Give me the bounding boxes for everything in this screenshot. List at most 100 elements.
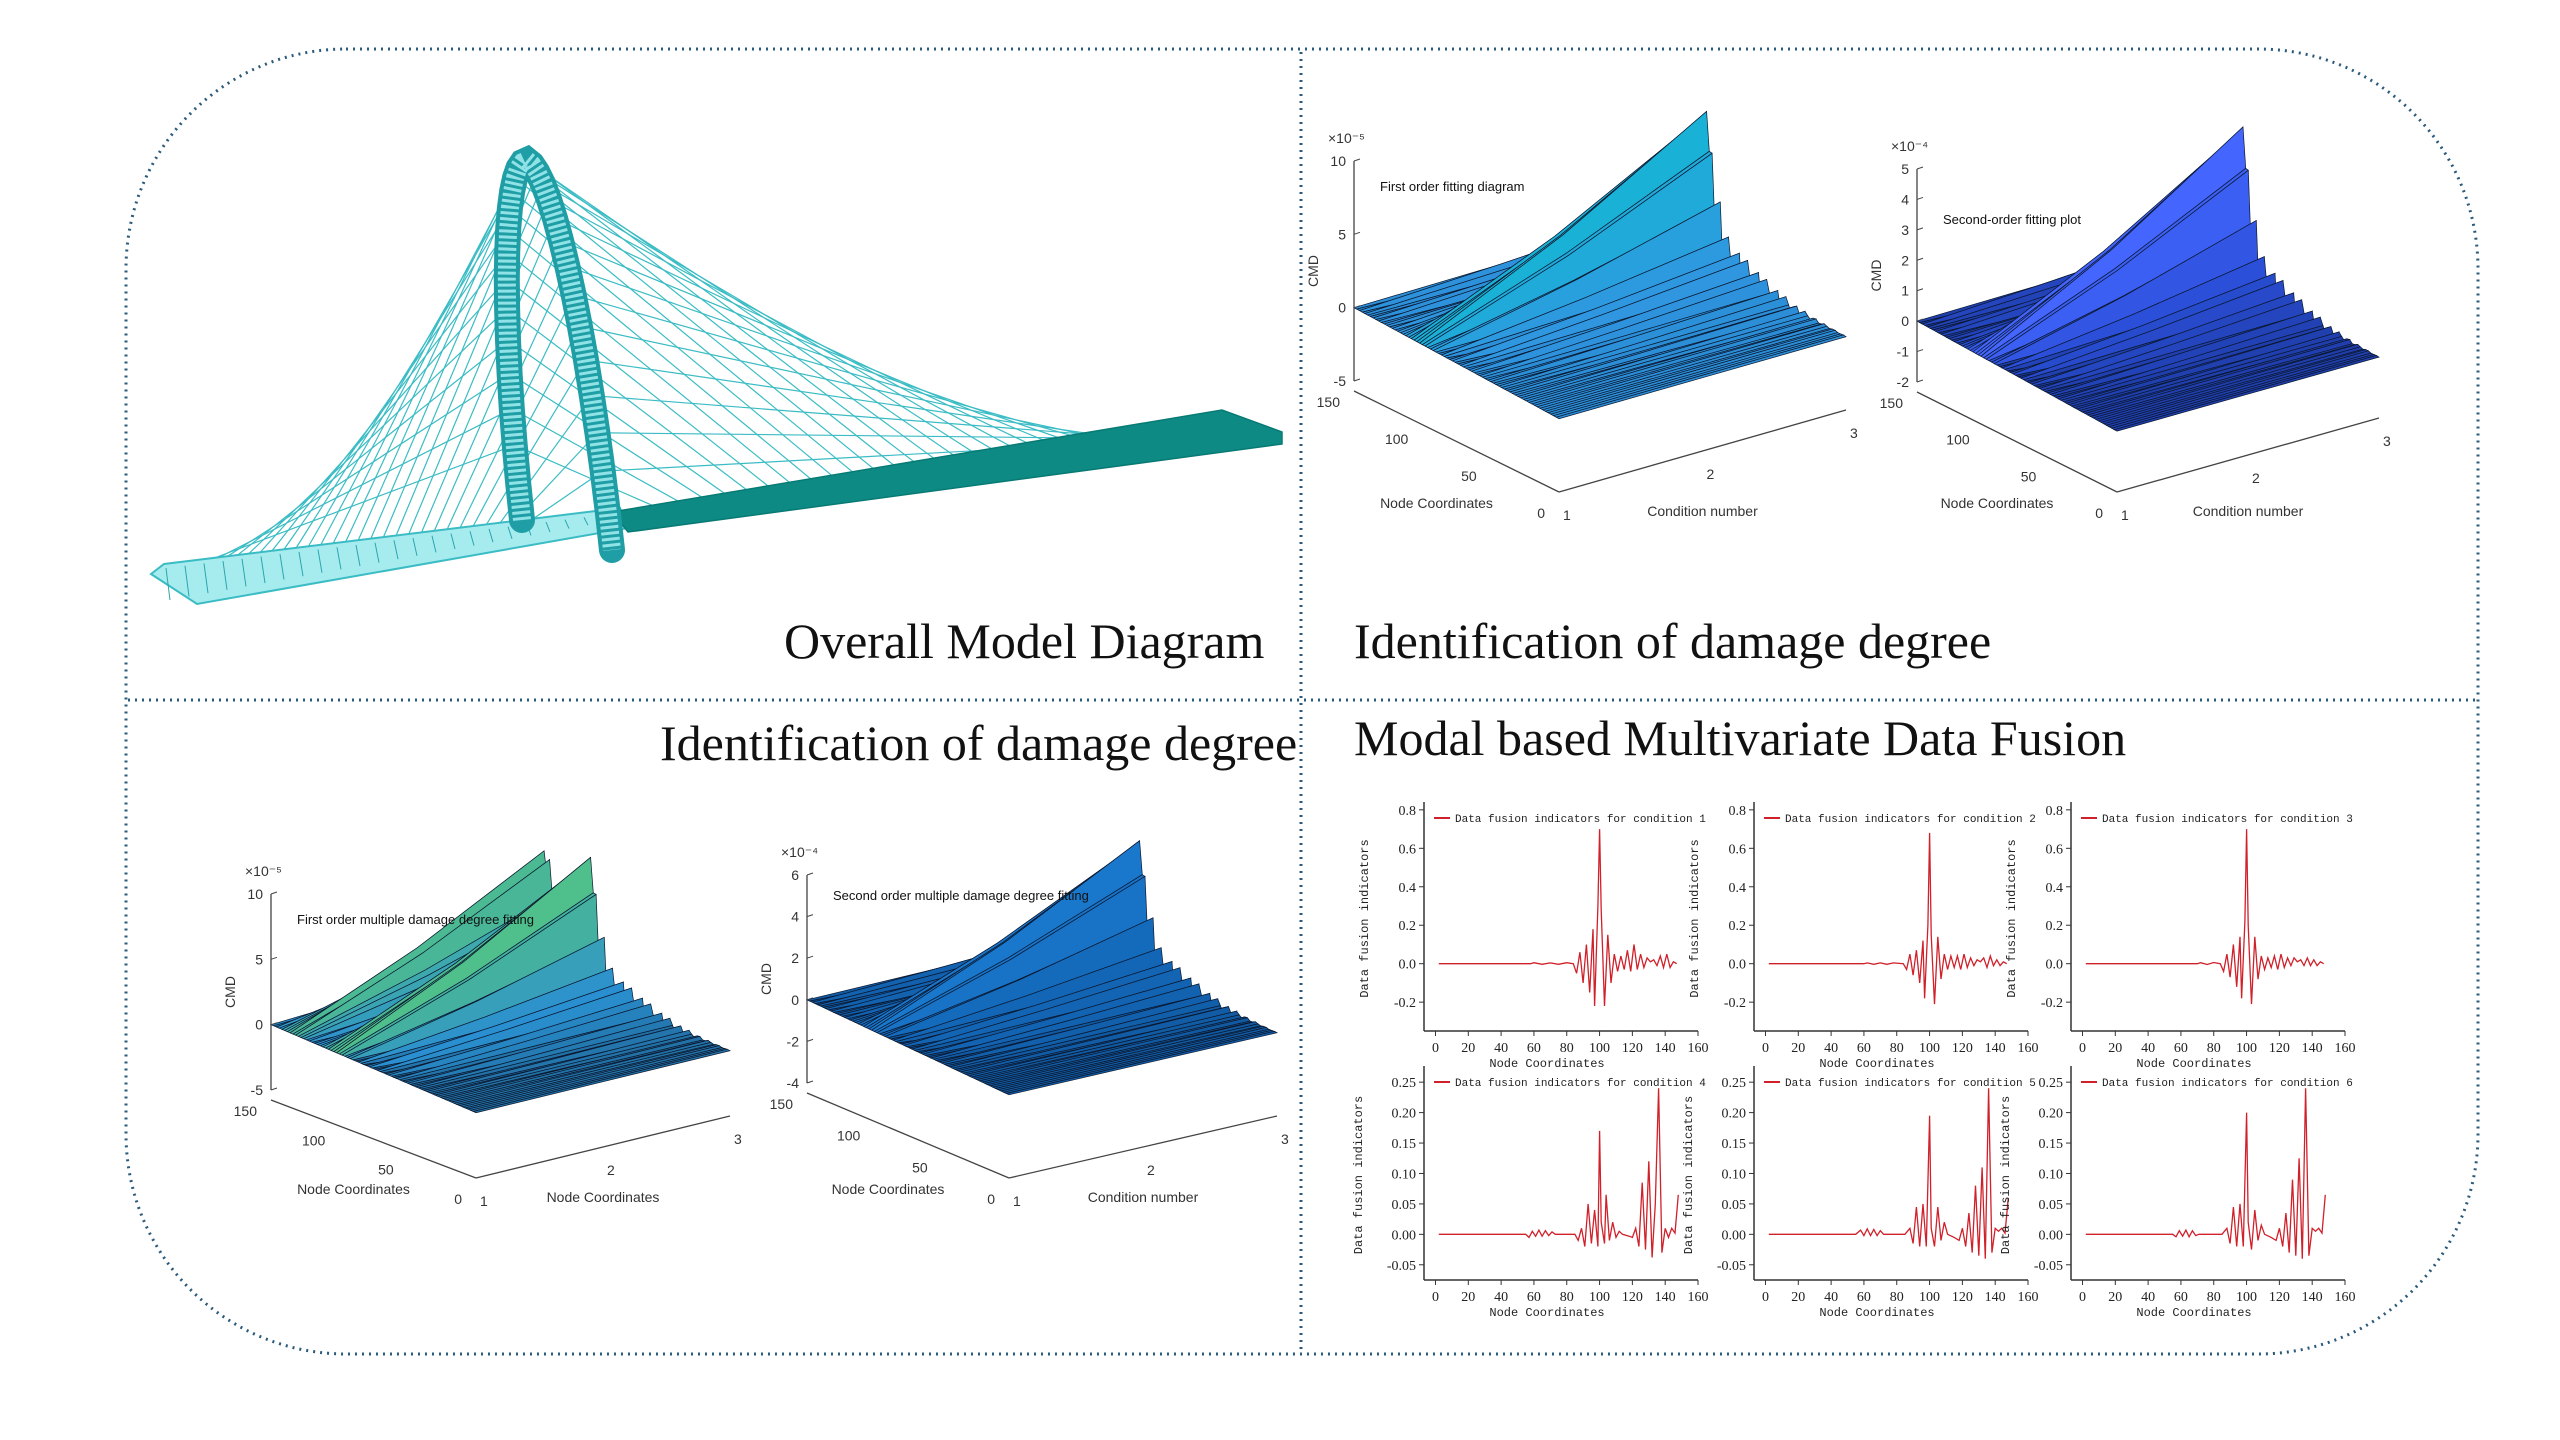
y-axis-label: Data fusion indicators	[1999, 1096, 2013, 1254]
deck-grid	[184, 565, 190, 597]
legend-label: Data fusion indicators for condition 6	[2102, 1078, 2353, 1090]
x-tick-label: 0	[1432, 1041, 1439, 1056]
z-tick-label: 0	[255, 1017, 263, 1033]
z-tick-label: 5	[1338, 226, 1346, 242]
y-tick-label: 0.00	[1722, 1228, 1747, 1243]
legend-label: Data fusion indicators for condition 2	[1785, 814, 2036, 826]
y-tick-label: 0.05	[1722, 1198, 1747, 1213]
x-tick-label: 120	[2269, 1041, 2290, 1056]
node-tick-label: 50	[1461, 468, 1477, 484]
x-tick-label: 0	[2079, 1041, 2086, 1056]
condition-tick-label: 2	[2252, 470, 2260, 486]
x-tick-label: 160	[1688, 1290, 1709, 1305]
y-tick-label: 0.20	[2039, 1107, 2064, 1122]
z-tick	[806, 1080, 814, 1084]
deck-grid	[583, 517, 589, 526]
node-axis-label: Node Coordinates	[832, 1181, 945, 1197]
z-tick	[1916, 318, 1924, 322]
x-tick-label: 120	[1952, 1290, 1973, 1305]
cable	[506, 307, 769, 507]
panel-title-damage-top: Identification of damage degree	[1354, 613, 1992, 669]
x-tick-label: 160	[2335, 1041, 2356, 1056]
outer-border	[124, 47, 2480, 1356]
condition-axis-label: Condition number	[1647, 503, 1758, 519]
condition-tick-label: 3	[1281, 1131, 1289, 1147]
node-tick-label: 150	[770, 1096, 794, 1112]
cable	[481, 359, 587, 533]
y-tick-label: 0.4	[1399, 881, 1417, 896]
x-axis-label: Node Coordinates	[2136, 1306, 2251, 1320]
y-tick-label: 0.10	[1392, 1167, 1417, 1182]
node-tick-label: 150	[234, 1103, 258, 1119]
condition-axis-label: Node Coordinates	[547, 1189, 660, 1205]
x-tick-label: 140	[2302, 1290, 2323, 1305]
z-tick-label: 0	[791, 992, 799, 1008]
z-tick	[806, 955, 814, 959]
data-line	[1438, 1088, 1679, 1258]
x-tick-label: 120	[1622, 1290, 1643, 1305]
y-tick-label: 0.15	[1722, 1137, 1747, 1152]
cable	[240, 307, 508, 562]
y-tick-label: -0.2	[2041, 996, 2063, 1011]
y-tick-label: 0.05	[2039, 1198, 2064, 1213]
y-tick-label: 0.6	[1729, 842, 1747, 857]
condition-tick-label: 3	[1850, 425, 1858, 441]
node-tick-label: 50	[378, 1162, 394, 1178]
z-tick-label: -2	[787, 1033, 800, 1049]
cable	[573, 294, 1131, 453]
z-tick	[1916, 379, 1924, 383]
fusion-chart-2: 0 20 40 60 80 100 120 140 160 -0.2 0.0 0.2 0.4 0.6 0.8…	[1688, 802, 2039, 1071]
y-axis-label: Data fusion indicators	[1688, 839, 1702, 997]
z-tick	[270, 956, 278, 960]
y-axis-label: Data fusion indicators	[1358, 839, 1372, 997]
cable	[253, 278, 508, 560]
z-tick	[806, 872, 814, 876]
x-tick-label: 80	[1890, 1041, 1904, 1056]
condition-axis-label: Condition number	[2193, 503, 2304, 519]
z-tick	[806, 997, 814, 1001]
x-tick-label: 20	[1791, 1290, 1805, 1305]
annotation: Second-order fitting plot	[1943, 212, 2081, 227]
z-tick-label: 1	[1901, 283, 1909, 299]
x-tick-label: 60	[2174, 1290, 2188, 1305]
x-tick-label: 20	[2108, 1290, 2122, 1305]
y-tick-label: 0.0	[1729, 958, 1747, 973]
x-tick-label: 60	[1527, 1290, 1541, 1305]
z-tick-label: -1	[1897, 344, 1910, 360]
x-tick-label: 0	[2079, 1290, 2086, 1305]
deck-grid	[241, 558, 247, 587]
y-tick-label: 0.20	[1722, 1107, 1747, 1122]
deck-grid	[431, 535, 437, 553]
x-axis-label: Node Coordinates	[2136, 1057, 2251, 1071]
z-tick-label: 5	[255, 951, 263, 967]
deck-grid	[355, 544, 361, 567]
surface-strip	[1005, 1030, 1278, 1096]
z-tick-label: 2	[1901, 252, 1909, 268]
x-tick-label: 100	[1919, 1290, 1940, 1305]
deck-grid	[469, 531, 475, 546]
z-tick-label: 4	[791, 909, 799, 925]
cable	[227, 339, 509, 563]
z-tick-label: -5	[1334, 373, 1347, 389]
surface-strip	[1555, 334, 1847, 420]
y-tick-label: -0.05	[1717, 1259, 1746, 1274]
cable	[405, 198, 550, 542]
node-axis-label: Node Coordinates	[297, 1181, 410, 1197]
exponent-label: ×10⁻⁴	[1891, 138, 1928, 154]
z-tick	[1353, 378, 1361, 382]
node-axis-label: Node Coordinates	[1380, 495, 1493, 511]
data-line	[1768, 1088, 2009, 1259]
fusion-chart-1: 0 20 40 60 80 100 120 140 160 -0.2 0.0 0.2 0.4 0.6 0.8…	[1358, 802, 1709, 1071]
annotation: Second order multiple damage degree fitt…	[833, 888, 1089, 903]
cable	[548, 198, 1046, 466]
z-tick	[806, 1038, 814, 1042]
y-tick-label: 0.8	[1729, 804, 1747, 819]
deck-grid	[564, 519, 570, 529]
node-tick-label: 0	[987, 1191, 995, 1207]
z-tick	[1353, 305, 1361, 309]
x-tick-label: 160	[1688, 1041, 1709, 1056]
cable	[265, 252, 508, 559]
